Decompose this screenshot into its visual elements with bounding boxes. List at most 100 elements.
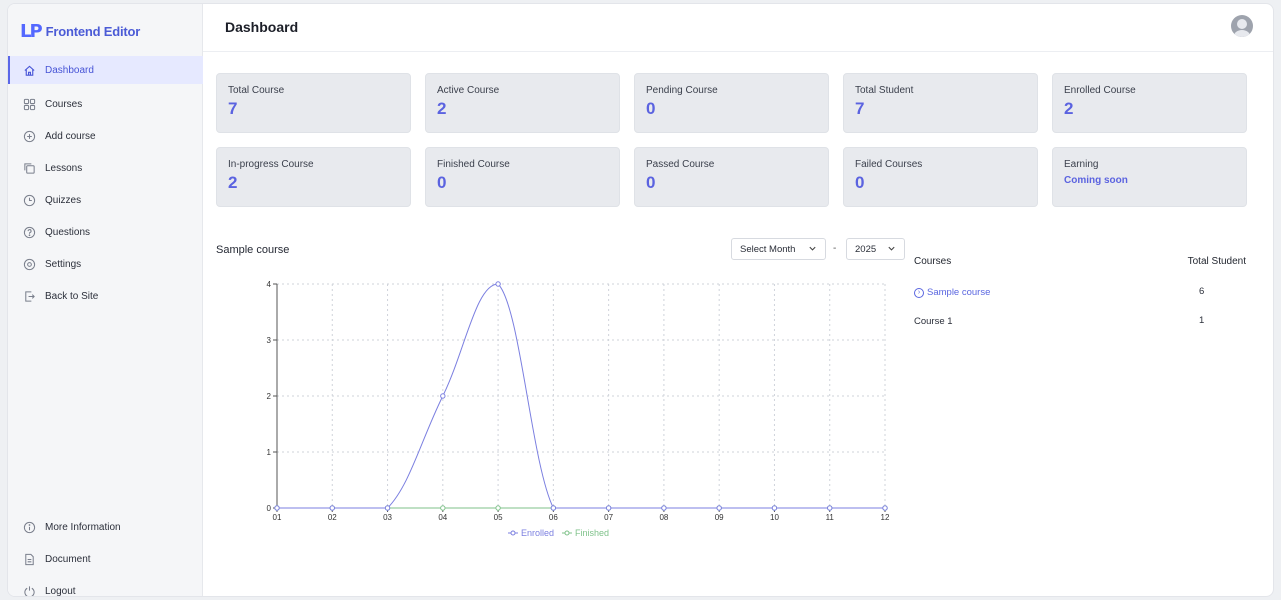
stat-value: 0 bbox=[855, 173, 865, 192]
stat-value: 7 bbox=[228, 99, 238, 118]
column-header-total-student: Total Student bbox=[1187, 256, 1246, 267]
table-row: Course 1 1 bbox=[914, 307, 1246, 336]
data-point-enrolled bbox=[440, 393, 446, 399]
stat-label: Failed Courses bbox=[855, 159, 923, 170]
stat-value: 2 bbox=[437, 99, 447, 118]
data-point-enrolled bbox=[274, 505, 280, 511]
sidebar-nav: Dashboard Courses Add course Lessons bbox=[8, 56, 203, 312]
x-tick-label: 07 bbox=[604, 513, 613, 522]
student-count: 6 bbox=[1199, 286, 1205, 297]
logo[interactable]: LP Frontend Editor bbox=[20, 21, 140, 42]
clock-icon bbox=[22, 193, 36, 207]
sidebar-item-dashboard[interactable]: Dashboard bbox=[8, 56, 203, 84]
logo-text: Frontend Editor bbox=[45, 24, 141, 39]
sidebar: LP Frontend Editor Dashboard Courses bbox=[8, 4, 203, 596]
legend-marker-finished bbox=[564, 530, 570, 536]
x-tick-label: 12 bbox=[881, 513, 890, 522]
stat-label: Earning bbox=[1064, 159, 1099, 170]
column-header-courses: Courses bbox=[914, 256, 952, 267]
stat-value: 0 bbox=[646, 99, 656, 118]
sidebar-item-questions[interactable]: Questions bbox=[8, 216, 203, 248]
x-tick-label: 10 bbox=[770, 513, 779, 522]
page-title: Dashboard bbox=[225, 19, 299, 35]
data-point-enrolled bbox=[605, 505, 612, 511]
sidebar-item-label: Quizzes bbox=[45, 194, 82, 206]
x-tick-label: 11 bbox=[826, 513, 835, 522]
power-icon bbox=[22, 584, 36, 596]
sidebar-item-quizzes[interactable]: Quizzes bbox=[8, 184, 203, 216]
plus-circle-icon bbox=[22, 129, 36, 143]
sidebar-item-add-course[interactable]: Add course bbox=[8, 120, 203, 152]
data-point-enrolled bbox=[661, 505, 667, 511]
sidebar-bottom-nav: More Information Document Logout bbox=[8, 511, 203, 597]
stat-label: Finished Course bbox=[437, 159, 510, 170]
question-circle-icon bbox=[22, 225, 36, 239]
x-tick-label: 03 bbox=[383, 513, 392, 522]
exit-icon bbox=[22, 289, 36, 303]
stat-card-in-progress-course: In-progress Course 2 bbox=[216, 147, 411, 207]
courses-table: Courses Total Student › Sample course 6 … bbox=[914, 256, 1246, 336]
sidebar-item-more-information[interactable]: More Information bbox=[8, 511, 203, 543]
sidebar-item-label: Add course bbox=[45, 130, 96, 142]
sidebar-item-lessons[interactable]: Lessons bbox=[8, 152, 203, 184]
select-separator: - bbox=[833, 243, 837, 254]
sidebar-item-settings[interactable]: Settings bbox=[8, 248, 203, 280]
sidebar-item-back-to-site[interactable]: Back to Site bbox=[8, 280, 203, 312]
stat-card-passed-course: Passed Course 0 bbox=[634, 147, 829, 207]
y-tick-label: 1 bbox=[267, 448, 272, 457]
stat-coming-soon: Coming soon bbox=[1064, 175, 1128, 186]
settings-icon bbox=[22, 257, 36, 271]
data-point-enrolled bbox=[550, 505, 557, 511]
data-point-enrolled bbox=[827, 505, 833, 511]
stat-value: 0 bbox=[437, 173, 447, 192]
sidebar-item-label: Logout bbox=[45, 585, 76, 597]
chevron-down-icon bbox=[808, 244, 817, 255]
y-tick-label: 4 bbox=[267, 280, 272, 289]
stat-card-total-student: Total Student 7 bbox=[843, 73, 1038, 133]
stat-card-earning: Earning Coming soon bbox=[1052, 147, 1247, 207]
logo-mark: LP bbox=[20, 21, 43, 42]
stat-label: In-progress Course bbox=[228, 159, 314, 170]
chart-title: Sample course bbox=[216, 244, 290, 256]
sidebar-item-courses[interactable]: Courses bbox=[8, 88, 203, 120]
year-select[interactable]: 2025 bbox=[846, 238, 905, 260]
legend-label-enrolled: Enrolled bbox=[521, 528, 554, 538]
x-tick-label: 04 bbox=[438, 513, 447, 522]
data-point-enrolled bbox=[882, 505, 888, 511]
stat-card-failed-courses: Failed Courses 0 bbox=[843, 147, 1038, 207]
x-tick-label: 06 bbox=[549, 513, 558, 522]
stat-value: 2 bbox=[1064, 99, 1074, 118]
x-tick-label: 08 bbox=[659, 513, 668, 522]
data-point-enrolled bbox=[771, 505, 778, 511]
info-icon bbox=[22, 520, 36, 534]
sidebar-item-label: Dashboard bbox=[45, 64, 94, 76]
top-bar: Dashboard bbox=[203, 4, 1273, 52]
year-select-value: 2025 bbox=[855, 243, 877, 255]
sidebar-item-label: Lessons bbox=[45, 162, 83, 174]
avatar[interactable] bbox=[1231, 15, 1253, 37]
y-tick-label: 2 bbox=[267, 392, 272, 401]
month-select-value: Select Month bbox=[740, 243, 796, 255]
y-tick-label: 0 bbox=[267, 504, 272, 513]
stat-value: 0 bbox=[646, 173, 656, 192]
stat-card-enrolled-course: Enrolled Course 2 bbox=[1052, 73, 1247, 133]
home-icon bbox=[22, 63, 36, 77]
x-tick-label: 05 bbox=[494, 513, 503, 522]
stat-value: 7 bbox=[855, 99, 865, 118]
data-point-finished bbox=[495, 505, 501, 511]
legend-marker-enrolled bbox=[510, 530, 516, 536]
data-point-enrolled bbox=[329, 505, 335, 511]
student-count: 1 bbox=[1199, 315, 1205, 326]
chevron-down-icon bbox=[887, 244, 896, 255]
copy-icon bbox=[22, 161, 36, 175]
month-select[interactable]: Select Month bbox=[731, 238, 826, 260]
sidebar-item-logout[interactable]: Logout bbox=[8, 575, 203, 597]
legend-label-finished: Finished bbox=[575, 528, 609, 538]
data-point-finished bbox=[440, 505, 446, 511]
sidebar-item-label: Back to Site bbox=[45, 290, 99, 302]
data-point-enrolled bbox=[495, 281, 501, 287]
sidebar-item-document[interactable]: Document bbox=[8, 543, 203, 575]
course-link-sample-course[interactable]: › Sample course bbox=[914, 287, 990, 298]
